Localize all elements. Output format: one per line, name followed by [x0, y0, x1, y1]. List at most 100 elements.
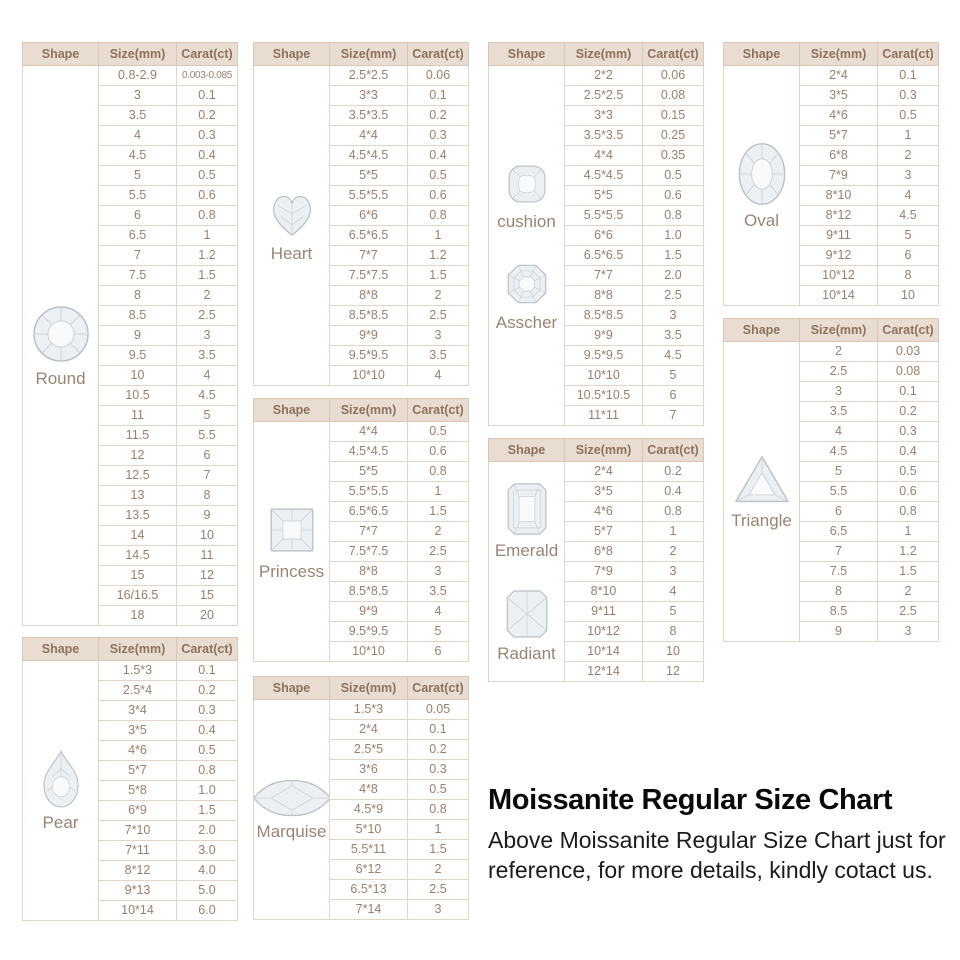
carat-value: 5 [642, 601, 704, 622]
carat-value: 0.1 [176, 85, 238, 106]
column-header-shape: Shape [253, 676, 330, 700]
shape-cell: cushion Asscher [488, 65, 565, 426]
pear-gem-icon [36, 748, 86, 810]
size-value: 6.5 [799, 521, 878, 542]
carat-value: 7 [642, 405, 704, 426]
header-row: Shape Size(mm) Carat(ct) [723, 318, 939, 342]
table-row: 3*5 0.4 [489, 481, 704, 502]
radiant-gem-icon [504, 587, 550, 641]
size-value: 7*7 [564, 265, 643, 286]
size-value: 5 [98, 165, 177, 186]
size-value: 10*12 [799, 265, 878, 286]
table-row: 8.5 2.5 [23, 305, 238, 326]
carat-value: 2.0 [176, 820, 238, 841]
shape-group: Heart [255, 187, 328, 264]
carat-value: 0.2 [642, 461, 704, 482]
size-value: 4.5*4.5 [564, 165, 643, 186]
carat-value: 0.4 [877, 441, 939, 462]
carat-value: 0.3 [176, 125, 238, 146]
column-header-shape: Shape [253, 398, 330, 422]
column-header-shape: Shape [723, 318, 800, 342]
carat-value: 0.08 [877, 361, 939, 382]
carat-value: 0.5 [176, 165, 238, 186]
size-value: 6.5*6.5 [329, 225, 408, 246]
header-row: Shape Size(mm) Carat(ct) [22, 42, 238, 66]
column-header-shape: Shape [488, 438, 565, 462]
size-value: 10*14 [564, 641, 643, 662]
carat-value: 0.2 [877, 401, 939, 422]
carat-value: 0.3 [407, 125, 469, 146]
shape-group: Oval [725, 140, 798, 231]
size-value: 3*5 [98, 720, 177, 741]
size-value: 5.5*5.5 [329, 185, 408, 206]
shape-cell: Oval [723, 65, 800, 306]
table-row: 5*5 0.6 [489, 185, 704, 206]
carat-value: 0.8 [176, 760, 238, 781]
shape-cell: Pear [22, 660, 99, 921]
carat-value: 0.06 [407, 65, 469, 86]
size-value: 3.5 [799, 401, 878, 422]
column-header-carat: Carat(ct) [642, 438, 704, 462]
size-value: 2*4 [329, 719, 408, 740]
table-row: 5*5 0.5 [254, 165, 469, 186]
carat-value: 2.5 [407, 541, 469, 562]
carat-value: 0.1 [877, 65, 939, 86]
table-row: Round 0.8-2.9 0.003-0.085 [22, 65, 238, 626]
size-value: 3.5 [98, 105, 177, 126]
table-row: 5.5*5.5 0.8 [489, 205, 704, 226]
size-value: 4*6 [564, 501, 643, 522]
size-value: 9 [799, 621, 878, 642]
table-row: 10*10 4 [254, 365, 469, 386]
carat-value: 6 [877, 245, 939, 266]
carat-value: 3.5 [642, 325, 704, 346]
carat-value: 0.5 [176, 740, 238, 761]
shape-label: Round [35, 369, 86, 388]
carat-value: 8 [642, 621, 704, 642]
size-value: 6*9 [98, 800, 177, 821]
table-row: 7.5 1.5 [23, 265, 238, 286]
table-row: Emerald Radiant 2*4 0.2 [488, 461, 704, 682]
table-row: 6.5 1 [23, 225, 238, 246]
table-row: 12.5 7 [23, 465, 238, 486]
princess-size-table: Shape Size(mm) Carat(ct) Princess 4*4 0.5 4.5*… [253, 398, 469, 662]
carat-value: 2 [877, 581, 939, 602]
size-value: 8*8 [329, 285, 408, 306]
column-header-size: Size(mm) [799, 318, 878, 342]
triangle-gem-icon [732, 452, 792, 508]
column-header-shape: Shape [253, 42, 330, 66]
shape-label: cushion [497, 211, 556, 231]
size-value: 3 [799, 381, 878, 402]
carat-value: 2 [877, 145, 939, 166]
shape-group: Round [24, 302, 97, 389]
table-row: 5.5 0.6 [23, 185, 238, 206]
table-row: 3*5 0.3 [724, 85, 939, 106]
carat-value: 1.5 [176, 265, 238, 286]
size-value: 6*8 [564, 541, 643, 562]
carat-value: 0.5 [877, 461, 939, 482]
shape-cell: Round [22, 65, 99, 626]
carat-value: 2.5 [877, 601, 939, 622]
carat-value: 5 [407, 621, 469, 642]
size-value: 12.5 [98, 465, 177, 486]
size-value: 8.5*8.5 [329, 305, 408, 326]
table-row: 4 0.3 [23, 125, 238, 146]
heart-gem-icon [264, 187, 320, 241]
column-header-size: Size(mm) [329, 676, 408, 700]
size-value: 4*6 [98, 740, 177, 761]
carat-value: 1 [877, 125, 939, 146]
carat-value: 0.8 [877, 501, 939, 522]
size-value: 14.5 [98, 545, 177, 566]
size-value: 7*7 [329, 521, 408, 542]
size-value: 6.5*6.5 [564, 245, 643, 266]
size-value: 7*9 [564, 561, 643, 582]
size-value: 2.5*2.5 [564, 85, 643, 106]
asscher-gem-icon [501, 258, 553, 310]
carat-value: 5 [877, 225, 939, 246]
table-row: cushion Asscher 2*2 0.06 [488, 65, 704, 426]
carat-value: 3.0 [176, 840, 238, 861]
table-row: 2*4 0.1 [254, 719, 469, 740]
carat-value: 1.0 [642, 225, 704, 246]
size-value: 5*5 [329, 461, 408, 482]
size-value: 2*4 [564, 461, 643, 482]
size-value: 18 [98, 605, 177, 626]
